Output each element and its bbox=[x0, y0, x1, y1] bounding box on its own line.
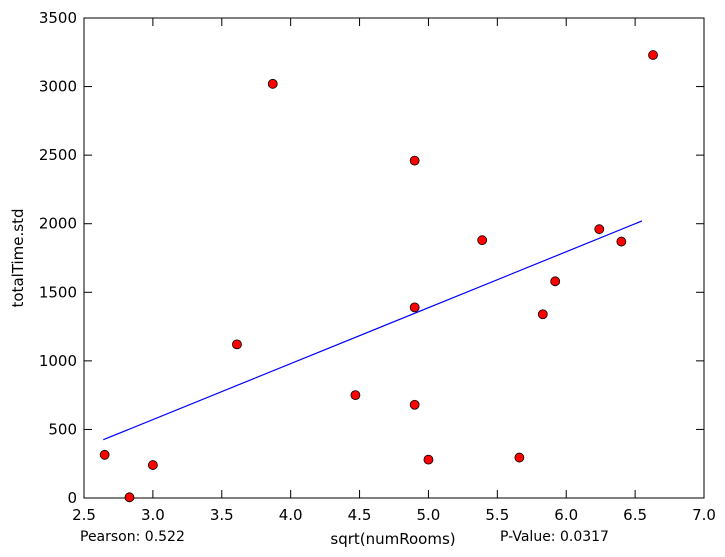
scatter-point bbox=[550, 276, 561, 287]
y-tick-label: 1500 bbox=[39, 283, 77, 301]
axes bbox=[83, 17, 705, 499]
scatter-point bbox=[423, 454, 434, 465]
fit-line-group bbox=[103, 220, 643, 441]
x-tick-label: 5.0 bbox=[417, 506, 441, 524]
scatter-points bbox=[99, 50, 658, 503]
y-tick-label: 3000 bbox=[39, 78, 77, 96]
y-tick-label: 1000 bbox=[39, 352, 77, 370]
scatter-point bbox=[267, 78, 278, 89]
y-tick-label: 500 bbox=[48, 420, 77, 438]
x-axis-label: sqrt(numRooms) bbox=[330, 530, 455, 548]
y-tick-label: 2500 bbox=[39, 146, 77, 164]
pearson-annotation: Pearson: 0.522 bbox=[80, 529, 185, 545]
x-tick-label: 3.5 bbox=[210, 506, 234, 524]
scatter-point bbox=[350, 390, 361, 401]
scatter-point bbox=[648, 50, 658, 60]
x-tick-label: 5.5 bbox=[485, 506, 509, 524]
scatter-point bbox=[409, 302, 420, 313]
y-axis-label: totalTime.std bbox=[9, 209, 27, 308]
x-tick-label: 4.0 bbox=[279, 506, 303, 524]
scatter-point bbox=[537, 309, 548, 320]
scatter-point bbox=[99, 449, 110, 460]
x-tick-label: 6.0 bbox=[554, 506, 578, 524]
y-tick-label: 2000 bbox=[39, 215, 77, 233]
p-value-annotation: P-Value: 0.0317 bbox=[500, 529, 609, 545]
x-tick-label: 4.5 bbox=[348, 506, 372, 524]
ticks: 2.5 3.0 3.5 4.0 4.5 5.0 5.5 6.0 6.5 7.0 0 500 1000 15… bbox=[39, 9, 716, 524]
x-tick-label: 6.5 bbox=[623, 506, 647, 524]
x-tick-label: 3.0 bbox=[141, 506, 165, 524]
scatter-point bbox=[124, 492, 135, 503]
x-tick-label: 7.0 bbox=[692, 506, 716, 524]
scatter-point bbox=[477, 235, 488, 246]
scatter-point bbox=[594, 224, 605, 235]
scatter-point bbox=[232, 339, 242, 350]
plot-frame bbox=[83, 17, 705, 499]
scatter-point bbox=[147, 460, 158, 470]
scatter-point bbox=[514, 452, 525, 463]
scatter-point bbox=[409, 399, 420, 410]
axis-labels: sqrt(numRooms) totalTime.std Pearson: 0.… bbox=[9, 209, 609, 549]
x-tick-label: 2.5 bbox=[72, 506, 96, 524]
y-tick-label: 0 bbox=[67, 489, 77, 507]
y-tick-label: 3500 bbox=[39, 9, 77, 27]
regression-line bbox=[103, 220, 643, 441]
scatter-point bbox=[409, 155, 420, 166]
scatter-point bbox=[616, 236, 627, 247]
